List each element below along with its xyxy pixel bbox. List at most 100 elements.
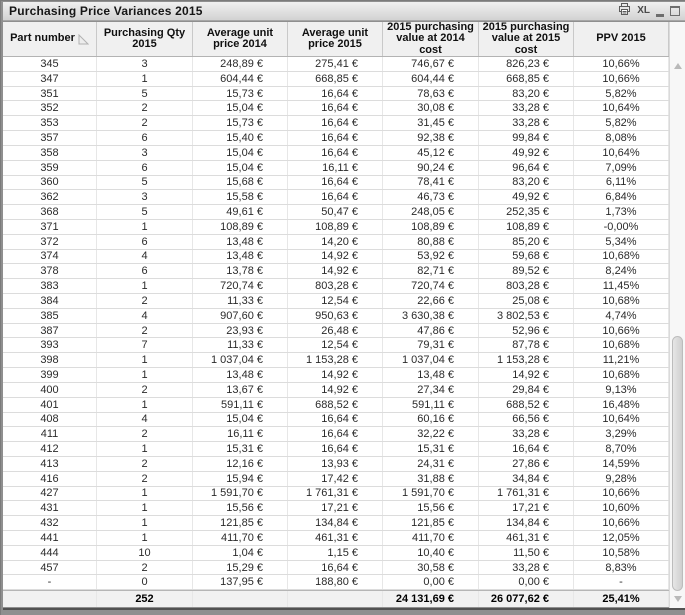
column-header-avg-price-2015[interactable]: Average unit price 2015: [288, 22, 383, 56]
cell-value-2014-cost[interactable]: 248,05 €: [383, 205, 479, 219]
cell-avg-price-2015[interactable]: 16,64 €: [288, 131, 383, 145]
cell-value-2015-cost[interactable]: 25,08 €: [479, 294, 574, 308]
cell-avg-price-2014[interactable]: 15,68 €: [193, 175, 288, 190]
cell-value-2015-cost[interactable]: 49,92 €: [479, 145, 574, 160]
cell-avg-price-2014[interactable]: 13,48 €: [193, 249, 288, 264]
column-header-purchasing-qty[interactable]: Purchasing Qty 2015: [97, 22, 193, 56]
cell-avg-price-2015[interactable]: 134,84 €: [288, 516, 383, 530]
column-header-ppv-2015[interactable]: PPV 2015: [574, 22, 669, 56]
cell-value-2015-cost[interactable]: 11,50 €: [479, 545, 574, 560]
cell-avg-price-2015[interactable]: 16,11 €: [288, 160, 383, 175]
cell-ppv-2015[interactable]: 10,68%: [574, 368, 669, 382]
cell-part-number[interactable]: 351: [3, 86, 97, 101]
cell-value-2014-cost[interactable]: 78,41 €: [383, 175, 479, 190]
cell-avg-price-2015[interactable]: 26,48 €: [288, 323, 383, 338]
cell-avg-price-2015[interactable]: 16,64 €: [288, 412, 383, 427]
cell-value-2014-cost[interactable]: 53,92 €: [383, 249, 479, 264]
cell-ppv-2015[interactable]: 8,08%: [574, 131, 669, 145]
cell-ppv-2015[interactable]: 7,09%: [574, 160, 669, 175]
cell-purchasing-qty[interactable]: 2: [97, 560, 193, 575]
cell-part-number[interactable]: 347: [3, 71, 97, 86]
cell-value-2014-cost[interactable]: 30,08 €: [383, 101, 479, 116]
cell-avg-price-2014[interactable]: 1 037,04 €: [193, 353, 288, 368]
cell-value-2014-cost[interactable]: 0,00 €: [383, 575, 479, 590]
cell-avg-price-2014[interactable]: 16,11 €: [193, 427, 288, 442]
cell-avg-price-2015[interactable]: 108,89 €: [288, 219, 383, 234]
cell-value-2015-cost[interactable]: 27,86 €: [479, 456, 574, 471]
cell-avg-price-2015[interactable]: 16,64 €: [288, 190, 383, 205]
cell-value-2014-cost[interactable]: 31,88 €: [383, 471, 479, 486]
cell-part-number[interactable]: 383: [3, 279, 97, 293]
cell-avg-price-2014[interactable]: 720,74 €: [193, 279, 288, 293]
cell-ppv-2015[interactable]: 11,21%: [574, 353, 669, 368]
cell-ppv-2015[interactable]: 10,66%: [574, 71, 669, 86]
cell-part-number[interactable]: -: [3, 575, 97, 590]
cell-avg-price-2015[interactable]: 16,64 €: [288, 560, 383, 575]
cell-avg-price-2014[interactable]: 15,73 €: [193, 86, 288, 101]
cell-value-2015-cost[interactable]: 33,28 €: [479, 560, 574, 575]
cell-value-2014-cost[interactable]: 411,70 €: [383, 531, 479, 545]
cell-value-2014-cost[interactable]: 47,86 €: [383, 323, 479, 338]
cell-value-2014-cost[interactable]: 79,31 €: [383, 338, 479, 353]
cell-part-number[interactable]: 413: [3, 456, 97, 471]
cell-value-2014-cost[interactable]: 60,16 €: [383, 412, 479, 427]
cell-value-2015-cost[interactable]: 85,20 €: [479, 234, 574, 249]
cell-ppv-2015[interactable]: 10,68%: [574, 338, 669, 353]
cell-value-2014-cost[interactable]: 604,44 €: [383, 71, 479, 86]
cell-avg-price-2014[interactable]: 13,67 €: [193, 382, 288, 397]
cell-purchasing-qty[interactable]: 5: [97, 86, 193, 101]
cell-part-number[interactable]: 412: [3, 442, 97, 456]
cell-avg-price-2014[interactable]: 248,89 €: [193, 57, 288, 71]
cell-part-number[interactable]: 372: [3, 234, 97, 249]
cell-avg-price-2014[interactable]: 15,04 €: [193, 101, 288, 116]
cell-ppv-2015[interactable]: 10,58%: [574, 545, 669, 560]
cell-purchasing-qty[interactable]: 7: [97, 338, 193, 353]
cell-value-2015-cost[interactable]: 108,89 €: [479, 219, 574, 234]
cell-avg-price-2014[interactable]: 15,40 €: [193, 131, 288, 145]
cell-value-2015-cost[interactable]: 83,20 €: [479, 86, 574, 101]
cell-value-2015-cost[interactable]: 668,85 €: [479, 71, 574, 86]
cell-avg-price-2015[interactable]: 803,28 €: [288, 279, 383, 293]
cell-purchasing-qty[interactable]: 2: [97, 116, 193, 131]
cell-value-2015-cost[interactable]: 89,52 €: [479, 264, 574, 279]
cell-part-number[interactable]: 353: [3, 116, 97, 131]
cell-value-2015-cost[interactable]: 17,21 €: [479, 501, 574, 516]
cell-avg-price-2014[interactable]: 15,29 €: [193, 560, 288, 575]
cell-part-number[interactable]: 378: [3, 264, 97, 279]
cell-avg-price-2014[interactable]: 411,70 €: [193, 531, 288, 545]
cell-avg-price-2014[interactable]: 15,31 €: [193, 442, 288, 456]
cell-purchasing-qty[interactable]: 5: [97, 175, 193, 190]
cell-ppv-2015[interactable]: 10,66%: [574, 323, 669, 338]
cell-part-number[interactable]: 408: [3, 412, 97, 427]
cell-ppv-2015[interactable]: 10,60%: [574, 501, 669, 516]
cell-purchasing-qty[interactable]: 2: [97, 294, 193, 308]
cell-ppv-2015[interactable]: 4,74%: [574, 308, 669, 323]
cell-avg-price-2014[interactable]: 13,48 €: [193, 368, 288, 382]
cell-ppv-2015[interactable]: 10,66%: [574, 486, 669, 501]
cell-ppv-2015[interactable]: -: [574, 575, 669, 590]
print-icon[interactable]: [618, 2, 631, 20]
cell-value-2014-cost[interactable]: 24,31 €: [383, 456, 479, 471]
cell-part-number[interactable]: 345: [3, 57, 97, 71]
cell-value-2015-cost[interactable]: 59,68 €: [479, 249, 574, 264]
cell-purchasing-qty[interactable]: 1: [97, 531, 193, 545]
cell-ppv-2015[interactable]: 8,70%: [574, 442, 669, 456]
cell-purchasing-qty[interactable]: 6: [97, 264, 193, 279]
cell-ppv-2015[interactable]: 10,68%: [574, 294, 669, 308]
cell-purchasing-qty[interactable]: 5: [97, 205, 193, 219]
cell-purchasing-qty[interactable]: 4: [97, 412, 193, 427]
cell-ppv-2015[interactable]: 3,29%: [574, 427, 669, 442]
cell-value-2015-cost[interactable]: 826,23 €: [479, 57, 574, 71]
cell-avg-price-2015[interactable]: 16,64 €: [288, 101, 383, 116]
cell-value-2014-cost[interactable]: 31,45 €: [383, 116, 479, 131]
cell-ppv-2015[interactable]: 1,73%: [574, 205, 669, 219]
column-header-value-2014-cost[interactable]: 2015 purchasing value at 2014 cost: [383, 21, 479, 56]
cell-part-number[interactable]: 359: [3, 160, 97, 175]
cell-avg-price-2015[interactable]: 16,64 €: [288, 442, 383, 456]
cell-avg-price-2014[interactable]: 13,48 €: [193, 234, 288, 249]
cell-value-2015-cost[interactable]: 1 761,31 €: [479, 486, 574, 501]
cell-value-2014-cost[interactable]: 30,58 €: [383, 560, 479, 575]
cell-value-2015-cost[interactable]: 1 153,28 €: [479, 353, 574, 368]
cell-value-2014-cost[interactable]: 108,89 €: [383, 219, 479, 234]
cell-part-number[interactable]: 398: [3, 353, 97, 368]
